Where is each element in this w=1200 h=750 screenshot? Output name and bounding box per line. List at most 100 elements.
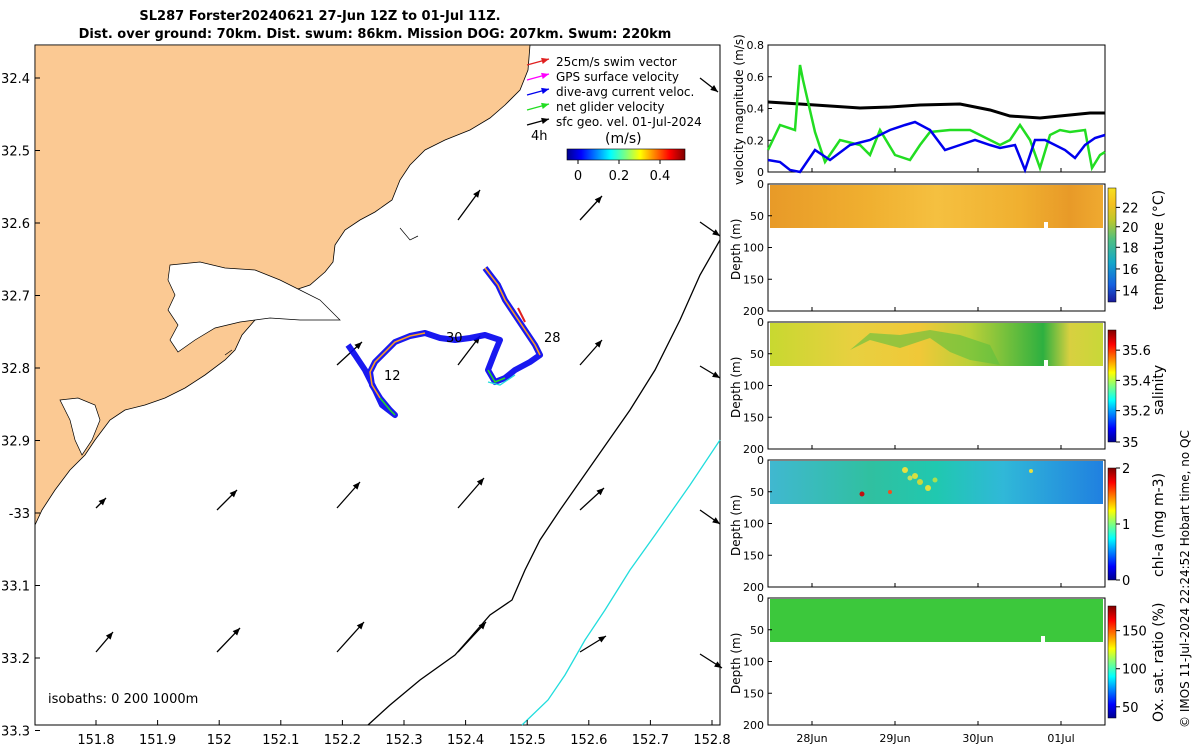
speed-colorbar-tick: 0	[574, 169, 582, 184]
salinity-colorbar-tick: 35.4	[1122, 374, 1151, 389]
depth-tick-label: 0	[757, 178, 764, 191]
lat-tick-label: 33.2	[1, 652, 30, 667]
oxygen-section	[767, 597, 1106, 726]
velocity-line-black	[767, 100, 1105, 120]
chla-colorbar-tick: 2	[1122, 462, 1130, 477]
oxygen-colorbar-tick: 50	[1122, 701, 1139, 716]
temperature-colorbar-tick: 18	[1122, 241, 1139, 256]
time-tick-label: 30Jun	[962, 732, 993, 745]
lat-tick-label: 33.1	[1, 580, 30, 595]
temperature-cblabel: temperature (°C)	[1151, 190, 1167, 310]
time-tick-label: 01Jul	[1047, 732, 1074, 745]
lon-tick-label: 151.9	[139, 733, 176, 748]
map-panel: 32.432.532.632.732.832.9-3333.133.233.3 …	[1, 44, 731, 748]
velocity-tick-label: 0.6	[747, 71, 765, 84]
speed-colorbar-title: (m/s)	[605, 131, 642, 147]
arrow-head	[541, 87, 549, 94]
legend-label: sfc geo. vel. 01-Jul-2024	[556, 115, 702, 129]
lon-tick-label: 152.8	[693, 733, 730, 748]
temperature-colorbar	[1107, 187, 1117, 303]
salinity-colorbar	[1107, 329, 1117, 443]
depth-tick-label: 0	[757, 316, 764, 329]
lat-tick-label: 32.6	[1, 217, 30, 232]
depth-tick-label: 150	[743, 411, 764, 424]
lon-tick-label: 152.7	[632, 733, 669, 748]
temperature-colorbar-tick: 22	[1122, 201, 1139, 216]
figure-title-line1: SL287 Forster20240621 27-Jun 12Z to 01-J…	[139, 9, 501, 24]
track-label-28: 28	[544, 331, 561, 346]
figure-title-line2: Dist. over ground: 70km. Dist. swum: 86k…	[78, 27, 672, 42]
lat-tick-label: 32.9	[1, 435, 30, 450]
legend-label: net glider velocity	[556, 100, 664, 114]
arrow-head	[712, 517, 720, 524]
depth-tick-label: 100	[743, 656, 764, 669]
surface-velocity-arrows	[95, 189, 607, 653]
lon-tick-label: 152.6	[570, 733, 607, 748]
depth-tick-label: 150	[743, 273, 764, 286]
salinity-colorbar-tick: 35.2	[1122, 405, 1151, 420]
salinity-colorbar-tick: 35	[1122, 436, 1139, 451]
lon-tick-label: 152	[207, 733, 232, 748]
legend-label: dive-avg current veloc.	[556, 85, 694, 99]
depth-tick-label: 200	[743, 581, 764, 594]
arrow-head	[594, 340, 602, 348]
chla-colorbar	[1107, 467, 1117, 581]
velocity-magnitude-panel: 0 0.2 0.4 0.6 0.8 velocity magnitude (m/s)	[732, 34, 1106, 185]
depth-tick-label: 50	[750, 624, 764, 637]
time-tick-label: 29Jun	[879, 732, 910, 745]
isobath-1000m	[521, 439, 721, 726]
oxygen-colorbar	[1107, 605, 1117, 719]
arrow-head	[541, 57, 549, 64]
depth-tick-label: 100	[743, 518, 764, 531]
arrow-head	[105, 632, 113, 640]
arrow-head	[541, 117, 549, 124]
arrow-head	[714, 661, 722, 668]
speed-colorbar-tick: 0.2	[609, 169, 630, 184]
copyright-note: © IMOS 11-Jul-2024 22:24:52 Hobart time,…	[1178, 430, 1192, 728]
temperature-section	[767, 183, 1106, 312]
velocity-line-green	[766, 64, 1106, 172]
temperature-depth-ylabel: Depth (m)	[729, 219, 743, 280]
lat-tick-label: 32.5	[1, 145, 30, 160]
chla-depth-ylabel: Depth (m)	[729, 495, 743, 556]
arrow-head	[476, 478, 484, 486]
lon-tick-label: 152.4	[447, 733, 484, 748]
arrow-head	[356, 622, 364, 630]
isobath-legend: isobaths: 0 200 1000m	[48, 692, 198, 707]
lat-tick-label: 32.7	[1, 290, 30, 305]
lat-tick-label: 32.4	[1, 72, 30, 87]
depth-tick-label: 150	[743, 687, 764, 700]
salinity-cblabel: salinity	[1151, 365, 1167, 415]
legend-label: 25cm/s swim vector	[556, 55, 677, 69]
depth-tick-label: 0	[757, 454, 764, 467]
arrow-head	[98, 498, 106, 506]
time-tick-label: 28Jun	[796, 732, 827, 745]
chla-section	[767, 459, 1106, 588]
depth-tick-label: 50	[750, 486, 764, 499]
depth-tick-label: 0	[757, 592, 764, 605]
temperature-colorbar-tick: 20	[1122, 221, 1139, 236]
arrow-head	[478, 622, 486, 630]
track-label-30: 30	[446, 331, 463, 346]
arrow-head	[229, 490, 237, 498]
arrow-head	[541, 72, 549, 79]
speed-colorbar-tick: 0.4	[650, 169, 671, 184]
depth-tick-label: 100	[743, 380, 764, 393]
velocity-tick-label: 0.8	[747, 39, 765, 52]
lon-tick-label: 152.3	[385, 733, 422, 748]
lon-tick-label: 151.8	[77, 733, 114, 748]
section-depth-labels: Depth (m) Depth (m) Depth (m) Depth (m)	[729, 219, 743, 694]
depth-tick-label: 100	[743, 242, 764, 255]
track-label-12: 12	[384, 369, 401, 384]
salinity-depth-ylabel: Depth (m)	[729, 357, 743, 418]
arrow-head	[712, 229, 720, 236]
depth-tick-label: 200	[743, 443, 764, 456]
oxygen-colorbar-tick: 100	[1122, 663, 1147, 678]
arrow-head	[541, 102, 549, 109]
glider-track	[345, 266, 543, 418]
lat-tick-label: 33.3	[1, 725, 30, 740]
speed-colorbar	[566, 148, 686, 161]
section-colorbars: 14 16 18 20 22 35 35.2 35.4 35.6 0 1 2 50 100 150 temp…	[1107, 187, 1167, 722]
